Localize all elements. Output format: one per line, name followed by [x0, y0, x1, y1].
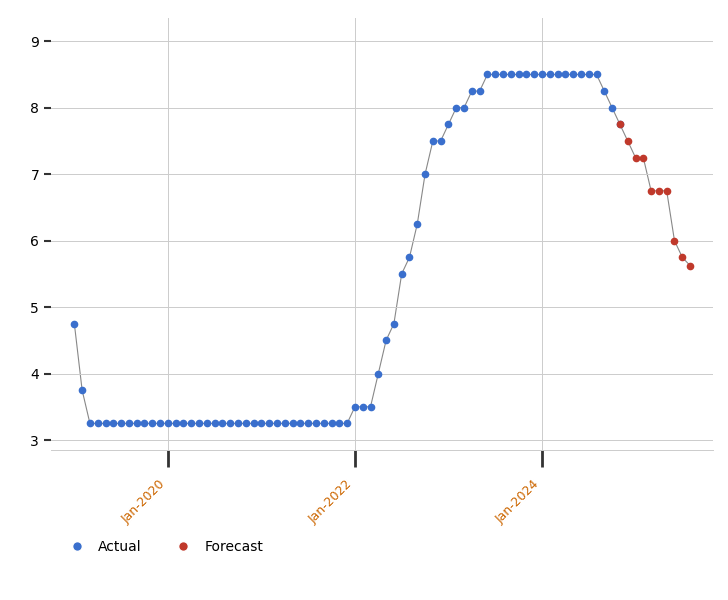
- Point: [435, 136, 446, 146]
- Point: [427, 136, 439, 146]
- Point: [466, 86, 478, 96]
- Point: [287, 419, 298, 428]
- Point: [544, 70, 555, 79]
- Point: [131, 419, 143, 428]
- Point: [240, 419, 252, 428]
- Point: [567, 70, 579, 79]
- Point: [622, 136, 633, 146]
- Point: [458, 103, 470, 113]
- Point: [224, 419, 236, 428]
- Point: [560, 70, 571, 79]
- Point: [123, 419, 135, 428]
- Point: [451, 103, 462, 113]
- Point: [684, 261, 696, 271]
- Point: [396, 269, 408, 278]
- Point: [661, 186, 673, 196]
- Point: [536, 70, 547, 79]
- Point: [575, 70, 587, 79]
- Point: [201, 419, 213, 428]
- Point: [84, 419, 96, 428]
- Point: [411, 219, 423, 229]
- Point: [521, 70, 532, 79]
- Point: [380, 335, 392, 345]
- Point: [170, 419, 181, 428]
- Point: [403, 253, 415, 262]
- Point: [146, 419, 158, 428]
- Point: [264, 419, 275, 428]
- Point: [497, 70, 509, 79]
- Point: [513, 70, 524, 79]
- Point: [388, 319, 400, 329]
- Point: [209, 419, 221, 428]
- Point: [333, 419, 345, 428]
- Point: [583, 70, 595, 79]
- Point: [92, 419, 103, 428]
- Point: [606, 103, 618, 113]
- Point: [365, 402, 376, 412]
- Point: [162, 419, 174, 428]
- Point: [248, 419, 259, 428]
- Point: [357, 402, 368, 412]
- Point: [178, 419, 189, 428]
- Point: [108, 419, 119, 428]
- Point: [529, 70, 540, 79]
- Point: [256, 419, 267, 428]
- Point: [598, 86, 610, 96]
- Point: [76, 385, 88, 395]
- Point: [154, 419, 166, 428]
- Point: [482, 70, 494, 79]
- Point: [349, 402, 361, 412]
- Point: [505, 70, 517, 79]
- Point: [676, 253, 688, 262]
- Point: [474, 86, 486, 96]
- Point: [668, 236, 680, 245]
- Point: [138, 419, 150, 428]
- Point: [341, 419, 353, 428]
- Point: [443, 119, 454, 129]
- Point: [325, 419, 337, 428]
- Point: [232, 419, 244, 428]
- Point: [100, 419, 111, 428]
- Point: [115, 419, 127, 428]
- Point: [638, 153, 649, 163]
- Point: [193, 419, 205, 428]
- Point: [614, 119, 626, 129]
- Point: [186, 419, 197, 428]
- Point: [614, 119, 626, 129]
- Point: [68, 319, 80, 329]
- Point: [217, 419, 229, 428]
- Point: [630, 153, 641, 163]
- Point: [295, 419, 306, 428]
- Point: [552, 70, 563, 79]
- Point: [419, 169, 431, 179]
- Legend: Actual, Forecast: Actual, Forecast: [58, 535, 269, 560]
- Point: [271, 419, 282, 428]
- Point: [373, 369, 384, 379]
- Point: [653, 186, 665, 196]
- Point: [279, 419, 290, 428]
- Point: [645, 186, 657, 196]
- Point: [489, 70, 501, 79]
- Point: [302, 419, 314, 428]
- Point: [318, 419, 330, 428]
- Point: [310, 419, 322, 428]
- Point: [590, 70, 602, 79]
